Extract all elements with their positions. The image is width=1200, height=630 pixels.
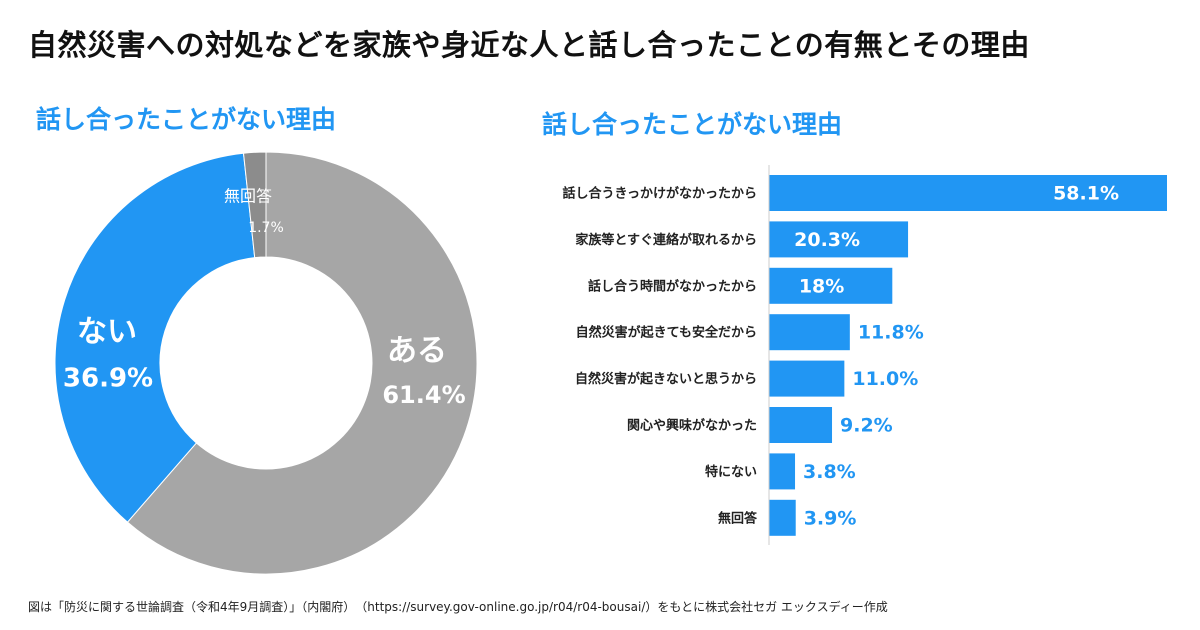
bar-category-label-7: 無回答	[718, 510, 758, 526]
bar-category-label-4: 自然災害が起きないと思うから	[575, 371, 757, 387]
donut-chart-title: 話し合ったことがない理由	[36, 105, 337, 134]
bar-3	[769, 314, 850, 351]
donut-label-1: ない	[77, 315, 137, 350]
bar-chart: 話し合うきっかけがなかったから 58.1% 家族等とすぐ連絡が取れるから 20.3% 話…	[563, 165, 1167, 545]
donut-label-2: 無回答	[224, 187, 272, 206]
donut-value-0: 61.4%	[382, 381, 465, 409]
donut-value-1: 36.9%	[63, 364, 153, 394]
bar-category-label-2: 話し合う時間がなかったから	[588, 278, 757, 294]
bar-4	[769, 360, 845, 397]
donut-slice-1	[54, 152, 256, 523]
bar-0	[769, 175, 1167, 211]
bar-value-label-1: 20.3%	[794, 229, 860, 251]
bar-value-label-5: 9.2%	[840, 415, 893, 437]
bar-2	[769, 267, 893, 304]
bar-chart-title: 話し合ったことがない理由	[542, 110, 843, 139]
donut-label-0: ある	[387, 334, 447, 369]
bar-category-label-3: 自然災害が起きても安全だから	[576, 325, 757, 341]
bar-category-label-5: 関心や興味がなかった	[627, 418, 757, 434]
bar-value-label-3: 11.8%	[858, 322, 924, 344]
source-note: 図は「防災に関する世論調査（令和4年9月調査）」（内閣府） （https://s…	[28, 600, 888, 614]
bar-1	[769, 221, 909, 258]
bar-6	[769, 453, 796, 490]
donut-chart: ある 61.4% ない 36.9% 無回答 1.7%	[54, 151, 478, 575]
donut-value-2: 1.7%	[248, 220, 284, 236]
bar-value-label-6: 3.8%	[803, 461, 856, 483]
page-title: 自然災害への対処などを家族や身近な人と話し合ったことの有無とその理由	[28, 28, 1030, 62]
bar-value-label-2: 18%	[799, 275, 844, 297]
bar-category-label-6: 特にない	[705, 464, 757, 480]
bar-value-label-7: 3.9%	[804, 507, 857, 529]
bar-value-label-4: 11.0%	[852, 368, 918, 390]
bar-value-label-0: 58.1%	[1053, 183, 1119, 205]
bar-5	[769, 407, 833, 443]
bar-category-label-1: 家族等とすぐ連絡が取れるから	[575, 232, 757, 248]
bar-category-label-0: 話し合うきっかけがなかったから	[563, 186, 757, 202]
bar-7	[769, 499, 796, 536]
donut-slice-0	[126, 151, 478, 575]
donut-slice-2	[242, 151, 267, 259]
